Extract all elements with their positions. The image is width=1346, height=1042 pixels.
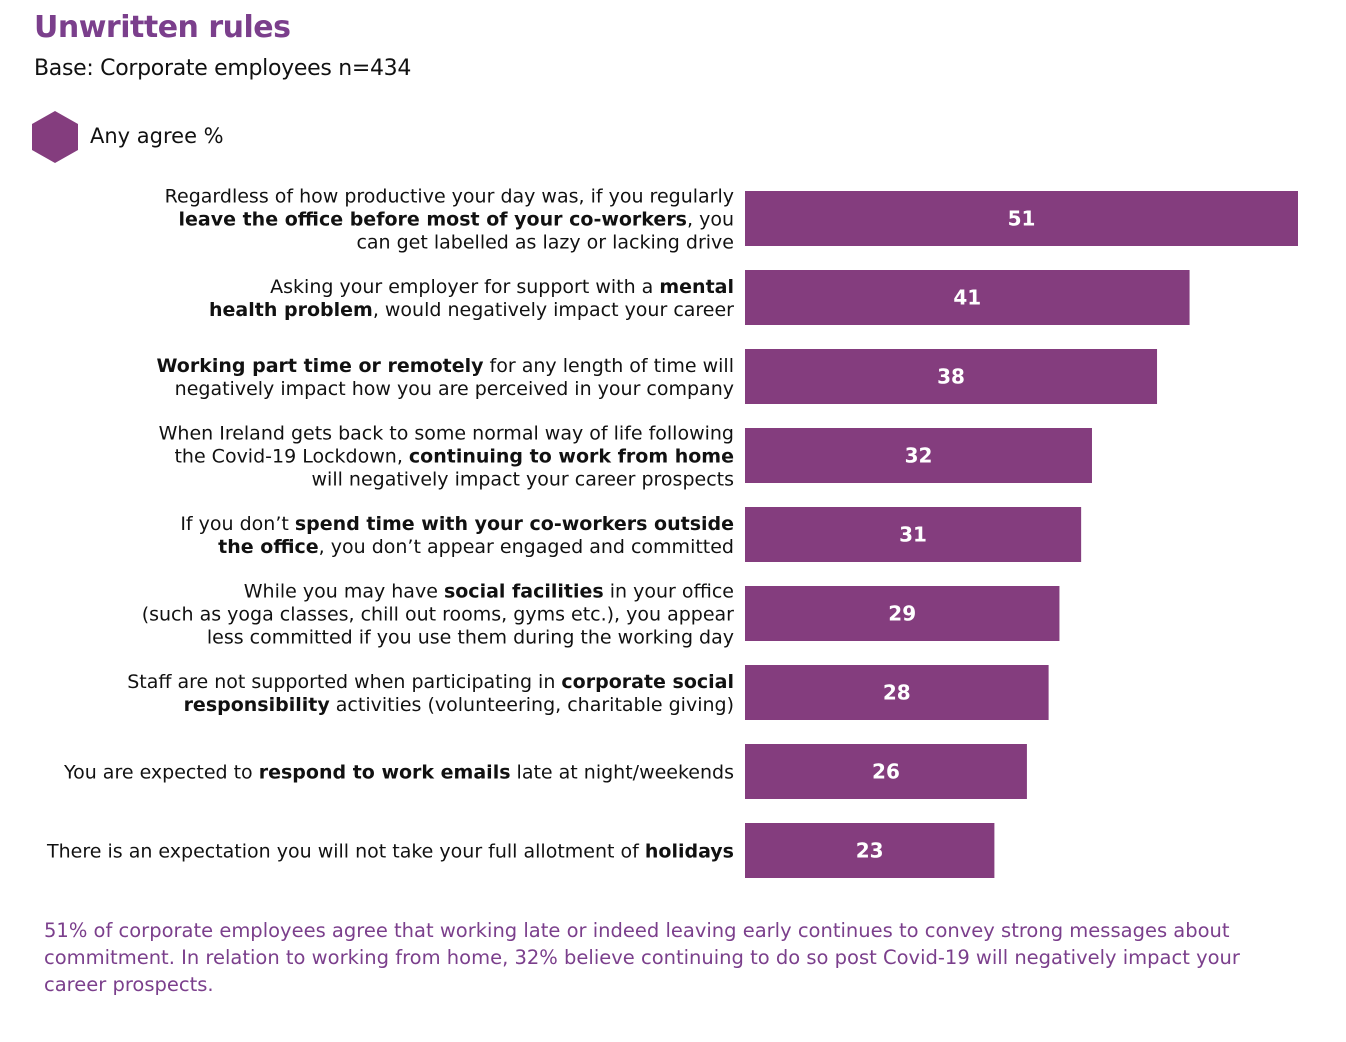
footnote: 51% of corporate employees agree that wo…	[44, 919, 1240, 996]
chart-subtitle: Base: Corporate employees n=434	[34, 56, 412, 81]
category-label: Working part time or remotely for any le…	[157, 355, 734, 400]
category-label: Regardless of how productive your day wa…	[165, 186, 734, 254]
bar-7	[745, 665, 1049, 720]
bar-3	[745, 349, 1158, 404]
chart-title: Unwritten rules	[34, 10, 291, 45]
bar-value-label: 23	[856, 839, 884, 863]
bar-value-label: 28	[883, 681, 911, 705]
bar-value-label: 26	[872, 760, 900, 784]
category-label: When Ireland gets back to some normal wa…	[159, 423, 734, 491]
category-label: Asking your employer for support with a …	[209, 276, 734, 321]
hexagon-icon	[32, 111, 78, 163]
category-label: While you may have social facilities in …	[142, 581, 734, 649]
bar-9	[745, 823, 995, 878]
bar-4	[745, 428, 1092, 483]
category-label: Staff are not supported when participati…	[127, 671, 734, 716]
bar-8	[745, 744, 1027, 799]
category-label: There is an expectation you will not tak…	[46, 841, 734, 863]
bar-1	[745, 191, 1298, 246]
bar-6	[745, 586, 1060, 641]
bar-value-label: 32	[905, 444, 933, 468]
legend-label: Any agree %	[90, 124, 224, 148]
bar-value-label: 31	[899, 523, 927, 547]
bar-value-label: 41	[953, 286, 981, 310]
bar-2	[745, 270, 1190, 325]
bar-value-label: 38	[937, 365, 965, 389]
bar-5	[745, 507, 1082, 562]
category-label: If you don’t spend time with your co-wor…	[180, 513, 734, 558]
category-label: You are expected to respond to work emai…	[63, 762, 734, 784]
bar-value-label: 29	[888, 602, 916, 626]
bar-value-label: 51	[1008, 207, 1036, 231]
